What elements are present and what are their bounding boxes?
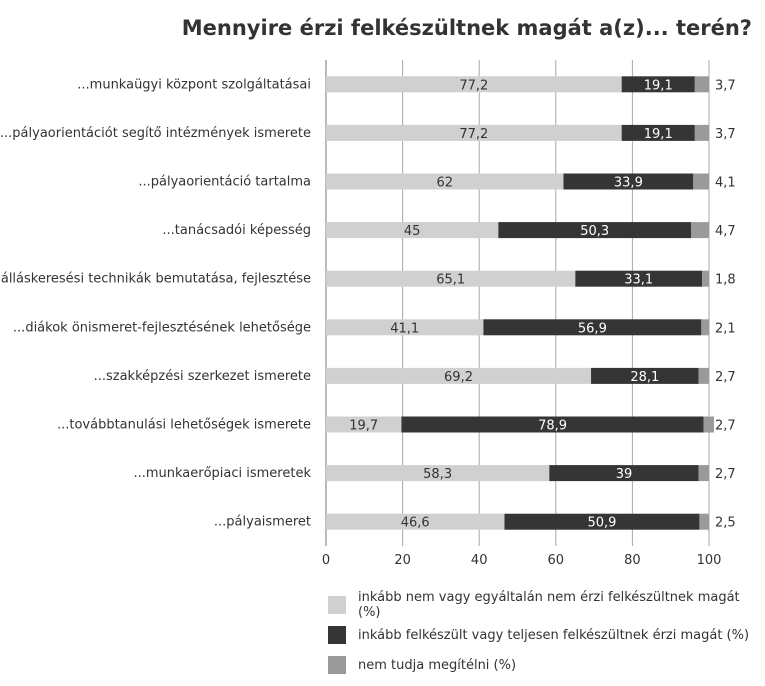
bar-segment-s0-r9: [326, 513, 505, 530]
category-label-7: ...továbbtanulási lehetőségek ismerete: [57, 418, 311, 433]
bar-segment-s0-r3: [326, 222, 499, 239]
bar-segment-s0-r7: [326, 416, 402, 433]
data-label-s0-r7: 19,7: [349, 419, 378, 434]
bar-segment-s1-r1: [621, 124, 695, 141]
bar-segment-s1-r5: [483, 319, 702, 336]
bar-segment-s0-r5: [326, 319, 484, 336]
bar-segment-s1-r6: [591, 367, 699, 384]
category-label-4: ...álláskeresési technikák bemutatása, f…: [0, 272, 311, 287]
data-label-s1-r6: 28,1: [630, 370, 659, 385]
bar-segment-s1-r2: [563, 173, 694, 190]
bar-segment-s0-r0: [326, 76, 622, 93]
category-label-5: ...diákok önismeret-fejlesztésének lehet…: [13, 320, 311, 335]
data-label-s2-r8: 2,7: [715, 467, 736, 482]
legend-label-unknown: nem tudja megítélni (%): [358, 657, 517, 673]
data-label-s0-r3: 45: [404, 224, 421, 239]
legend-swatch-negative: [328, 596, 346, 614]
category-label-9: ...pályaismeret: [214, 515, 311, 530]
category-label-2: ...pályaorientáció tartalma: [138, 175, 311, 190]
data-label-s2-r4: 1,8: [715, 273, 736, 288]
bar-segment-s2-r7: [703, 416, 714, 433]
bar-segment-s2-r3: [690, 222, 709, 239]
data-label-s1-r4: 33,1: [624, 273, 653, 288]
data-label-s2-r0: 3,7: [715, 78, 736, 93]
bar-segment-s0-r1: [326, 124, 622, 141]
data-label-s2-r5: 2,1: [715, 321, 736, 336]
legend-item-unknown: nem tudja megítélni (%): [328, 656, 765, 674]
legend-label-negative: inkább nem vagy egyáltalán nem érzi felk…: [358, 590, 740, 620]
data-label-s1-r0: 19,1: [644, 78, 673, 93]
bar-segment-s0-r2: [326, 173, 564, 190]
legend-item-negative: inkább nem vagy egyáltalán nem érzi felk…: [328, 590, 765, 620]
data-label-s2-r3: 4,7: [715, 224, 736, 239]
bar-segment-s2-r9: [699, 513, 709, 530]
bar-segment-s2-r1: [694, 124, 709, 141]
category-label-8: ...munkaerőpiaci ismeretek: [133, 466, 311, 481]
data-label-s0-r4: 65,1: [436, 273, 465, 288]
bar-segment-s0-r4: [326, 270, 576, 287]
legend-swatch-unknown: [328, 656, 346, 674]
data-label-s0-r2: 62: [436, 176, 453, 191]
bar-segment-s2-r6: [698, 367, 709, 384]
bar-segment-s2-r2: [693, 173, 709, 190]
data-label-s1-r7: 78,9: [538, 419, 567, 434]
data-label-s2-r2: 4,1: [715, 176, 736, 191]
category-label-6: ...szakképzési szerkezet ismerete: [94, 369, 311, 384]
data-label-s1-r1: 19,1: [644, 127, 673, 142]
x-tick-label-40: 40: [471, 553, 488, 568]
x-tick-label-20: 20: [394, 553, 411, 568]
bar-segment-s2-r5: [701, 319, 710, 336]
bar-segment-s1-r0: [621, 76, 695, 93]
data-label-s2-r9: 2,5: [715, 516, 736, 531]
legend-swatch-positive: [328, 626, 346, 644]
category-label-1: ...pályaorientációt segítő intézmények i…: [0, 126, 311, 141]
data-label-s0-r8: 58,3: [423, 467, 452, 482]
stacked-bar-chart: 0 20 40 60 80 100 ...munkaügyi központ szolgál…: [0, 60, 736, 568]
bar-segment-s1-r9: [504, 513, 700, 530]
x-tick-label-80: 80: [624, 553, 641, 568]
bar-segment-s0-r6: [326, 367, 592, 384]
data-label-s0-r1: 77,2: [459, 127, 488, 142]
category-label-3: ...tanácsadói képesség: [162, 223, 311, 238]
bar-segment-s2-r4: [702, 270, 709, 287]
data-label-s1-r3: 50,3: [580, 224, 609, 239]
data-label-s1-r5: 56,9: [578, 321, 607, 336]
x-tick-label-100: 100: [697, 553, 722, 568]
legend: inkább nem vagy egyáltalán nem érzi felk…: [328, 590, 765, 686]
data-label-s1-r2: 33,9: [614, 176, 643, 191]
bar-segment-s1-r4: [575, 270, 703, 287]
chart-title: Mennyire érzi felkészültnek magát a(z)..…: [181, 16, 752, 40]
data-label-s2-r6: 2,7: [715, 370, 736, 385]
x-tick-label-0: 0: [322, 553, 330, 568]
data-label-s1-r9: 50,9: [587, 516, 616, 531]
bar-segment-s2-r0: [694, 76, 709, 93]
data-label-s0-r9: 46,6: [401, 516, 430, 531]
bar-segment-s1-r8: [549, 465, 699, 482]
data-label-s0-r0: 77,2: [459, 78, 488, 93]
x-tick-label-60: 60: [548, 553, 565, 568]
data-label-s2-r7: 2,7: [715, 419, 736, 434]
legend-item-positive: inkább felkészült vagy teljesen felkészü…: [328, 626, 765, 644]
data-label-s2-r1: 3,7: [715, 127, 736, 142]
bar-segment-s1-r7: [401, 416, 704, 433]
data-label-s1-r8: 39: [616, 467, 633, 482]
data-label-s0-r5: 41,1: [390, 321, 419, 336]
bar-segment-s0-r8: [326, 465, 550, 482]
bar-segment-s2-r8: [698, 465, 709, 482]
legend-label-positive: inkább felkészült vagy teljesen felkészü…: [358, 627, 750, 643]
data-label-s0-r6: 69,2: [444, 370, 473, 385]
bar-segment-s1-r3: [498, 222, 691, 239]
category-label-0: ...munkaügyi központ szolgáltatásai: [77, 77, 311, 92]
